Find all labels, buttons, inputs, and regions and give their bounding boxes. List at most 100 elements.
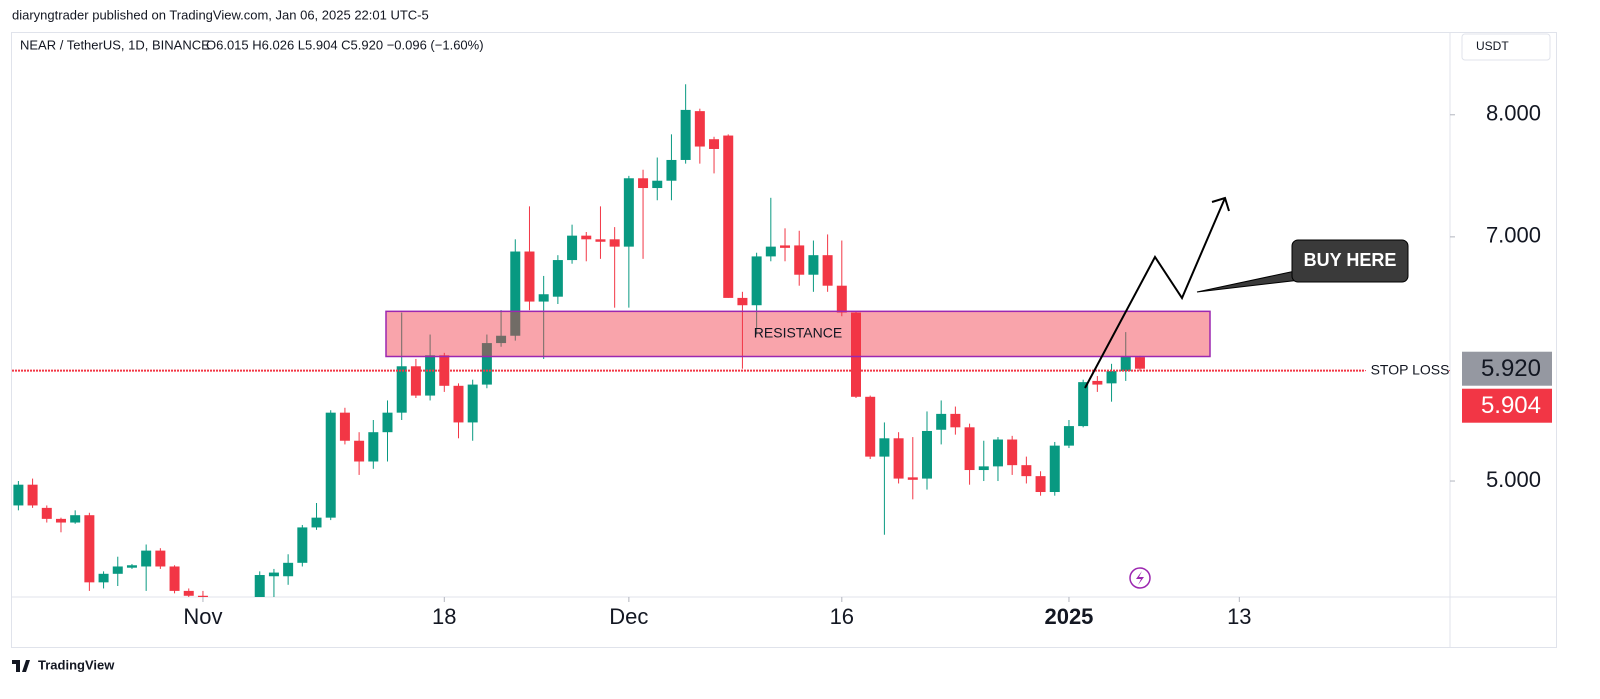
candle-body: [453, 385, 464, 423]
candle-body: [1021, 465, 1032, 477]
candle-body: [851, 312, 862, 397]
x-tick-label: Dec: [609, 604, 648, 629]
callout-text: BUY HERE: [1304, 250, 1397, 270]
candle-body: [368, 432, 379, 462]
candle-body: [836, 285, 847, 313]
candle-body: [1106, 371, 1117, 384]
candle-body: [382, 412, 393, 433]
stop-price-box: [1462, 388, 1552, 423]
brand-logo: [12, 660, 30, 672]
candle-body: [978, 466, 989, 471]
candle-body: [226, 628, 236, 634]
candle-body: [396, 366, 407, 413]
candle-body: [623, 178, 634, 247]
event-bolt: [1136, 571, 1144, 585]
candle-body: [879, 438, 890, 457]
arrow-head: [1211, 196, 1230, 212]
candle-body: [680, 109, 691, 160]
publisher: diaryngtrader published on TradingView.c…: [12, 7, 429, 22]
candle-body: [723, 135, 734, 298]
candle-body: [1063, 426, 1074, 446]
candle-body: [907, 477, 918, 480]
overlay: RESISTANCE STOP LOSS: [12, 310, 1450, 380]
candle-body: [666, 159, 677, 181]
stop-loss-label: STOP LOSS: [1371, 361, 1450, 377]
candle-body: [921, 430, 932, 479]
y-tick-label: 5.000: [1486, 467, 1541, 492]
candle-body: [552, 260, 563, 297]
candle-body: [126, 565, 137, 568]
candle-body: [1134, 357, 1145, 369]
frame: [11, 32, 1557, 648]
candle-body: [339, 412, 350, 441]
candle-body: [737, 297, 748, 306]
candle-body: [765, 246, 776, 257]
x-tick-label: 18: [432, 604, 456, 629]
projection-arrow: [1084, 197, 1226, 389]
candle-body: [992, 439, 1003, 467]
candle-body: [496, 335, 507, 344]
x-tick-label: 2025: [1044, 604, 1093, 629]
candle-body: [84, 515, 95, 583]
candle-body: [751, 256, 762, 306]
candle-body: [13, 484, 24, 506]
ohlc-legend: O6.015 H6.026 L5.904 C5.920 −0.096 (−1.6…: [206, 37, 484, 52]
candle-body: [283, 562, 294, 577]
candle-body: [311, 517, 322, 528]
stop-loss-label-bg: [1366, 361, 1448, 380]
event-icon[interactable]: [1129, 567, 1151, 589]
candle-body: [893, 438, 904, 479]
candle-body: [354, 440, 365, 462]
currency[interactable]: USDT: [1476, 39, 1509, 53]
candle-body: [538, 294, 549, 302]
symbol: NEAR / TetherUS, 1D, BINANCE: [20, 37, 210, 52]
candle-body: [936, 413, 947, 430]
candle-body: [1120, 356, 1131, 372]
y-tick-label: 7.000: [1486, 223, 1541, 248]
candle-body: [1078, 382, 1089, 427]
candle-body: [694, 111, 705, 147]
callout-box: [1291, 239, 1409, 283]
x-tick-label: 16: [830, 604, 854, 629]
candle-body: [524, 251, 535, 302]
candle-body: [808, 255, 819, 275]
candle-body: [467, 384, 478, 423]
x-tick-label: Nov: [183, 604, 222, 629]
candle-body: [581, 235, 592, 240]
candle-body: [652, 180, 663, 189]
candle-body: [1035, 476, 1046, 493]
candle-body: [595, 239, 606, 242]
candle-body: [155, 550, 166, 567]
brand: TradingView: [38, 657, 115, 672]
resistance-zone: [385, 310, 1211, 358]
candle-body: [865, 396, 876, 457]
candle-body: [567, 235, 578, 261]
candle-body: [709, 139, 720, 149]
candle-body: [609, 239, 620, 247]
candle-body: [27, 484, 38, 506]
candle-body: [425, 355, 436, 396]
callout-pointer: [1196, 269, 1301, 293]
candle-body: [197, 595, 208, 597]
candle-body: [780, 245, 791, 248]
x-tick-label: 13: [1227, 604, 1251, 629]
candle-body: [638, 178, 649, 189]
candle-body: [141, 550, 152, 567]
candle-body: [268, 572, 279, 577]
candles: [0, 84, 1145, 634]
currency-button[interactable]: [1461, 33, 1551, 61]
candle-body: [41, 507, 52, 519]
candle-body: [112, 566, 123, 574]
candle-body: [70, 515, 81, 523]
candle-body: [0, 492, 9, 508]
candle-body: [98, 573, 109, 583]
candle-body: [241, 618, 251, 634]
candle-body: [55, 518, 66, 523]
candle-body: [964, 427, 975, 471]
candle-body: [822, 255, 833, 286]
stop-price-label: 5.904: [1481, 392, 1541, 419]
candle-body: [1049, 445, 1060, 493]
candle-body: [254, 575, 265, 597]
